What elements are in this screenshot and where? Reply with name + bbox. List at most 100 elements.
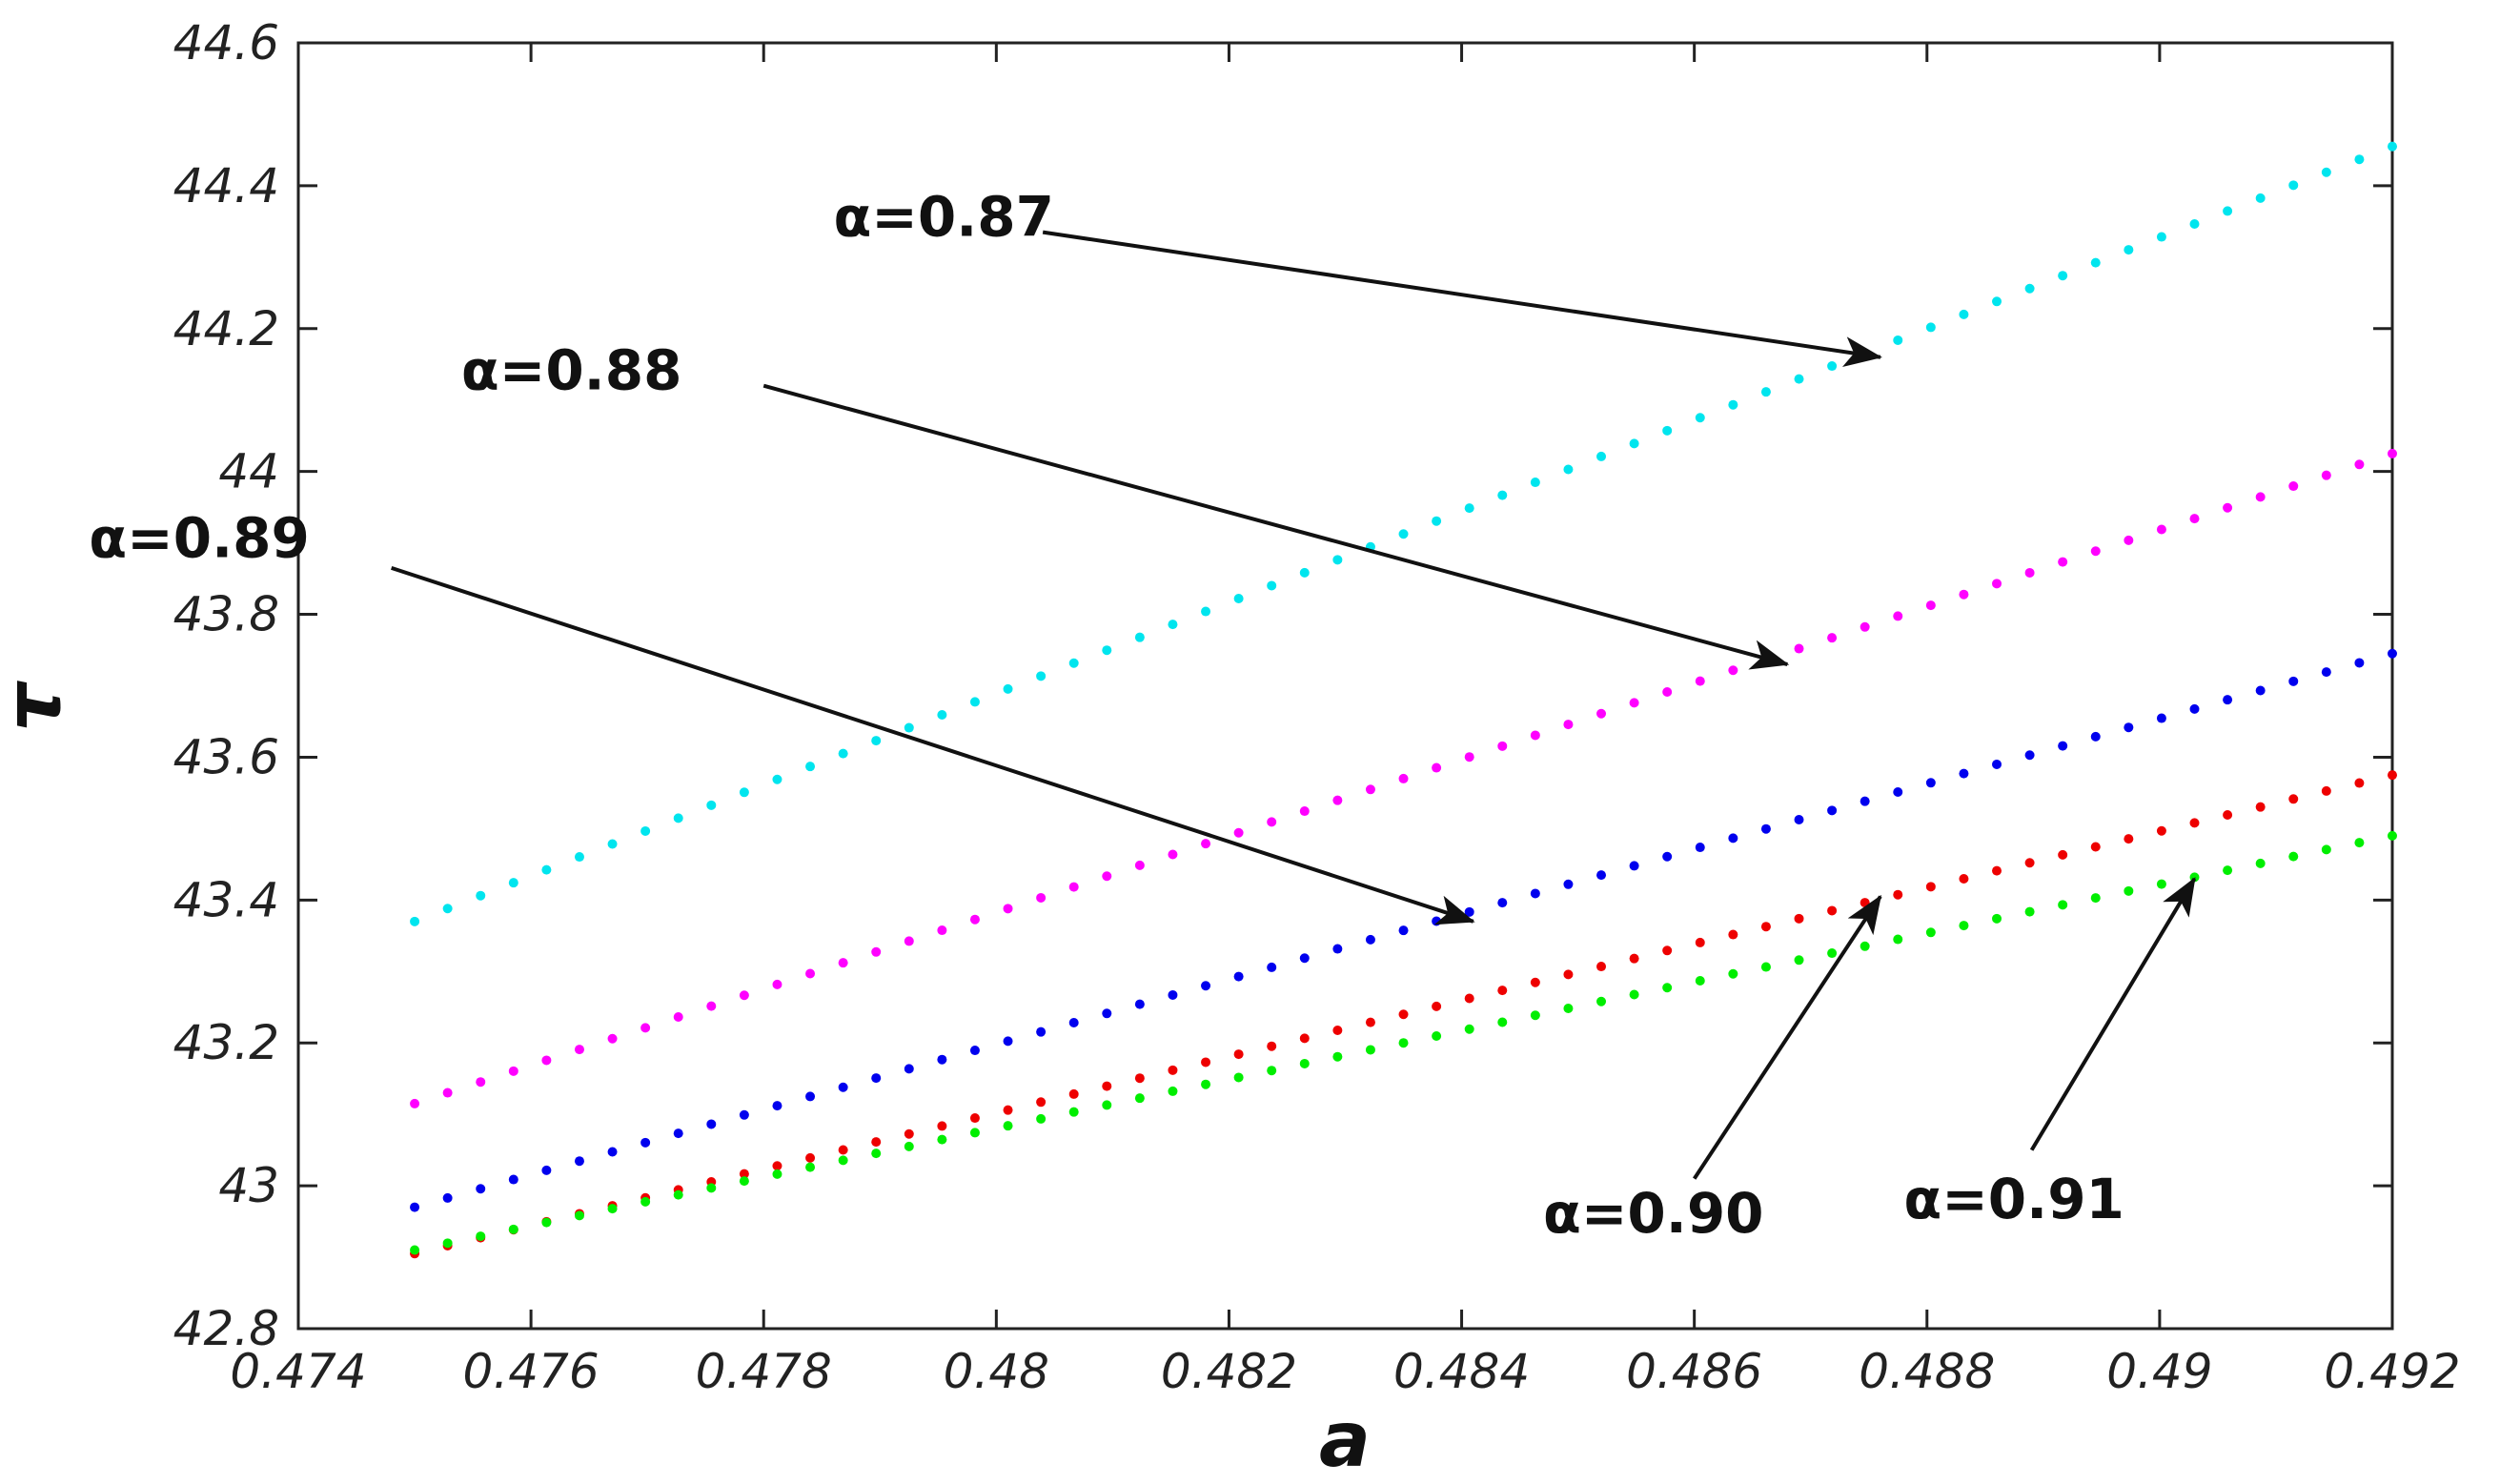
data-point xyxy=(1662,983,1673,993)
data-point xyxy=(1398,1009,1409,1020)
data-point xyxy=(1201,1057,1211,1067)
data-point xyxy=(1267,1041,1277,1051)
data-point xyxy=(574,1045,584,1055)
data-point xyxy=(1332,1025,1343,1035)
data-point xyxy=(541,1165,552,1175)
data-point xyxy=(772,1161,783,1171)
data-point xyxy=(2223,810,2233,821)
data-point xyxy=(2354,459,2365,470)
data-point xyxy=(1992,296,2002,307)
data-point xyxy=(1267,962,1277,972)
data-point xyxy=(1860,941,1870,951)
data-point xyxy=(2223,865,2233,876)
data-point xyxy=(871,1073,882,1084)
y-tick-label: 43.6 xyxy=(173,729,279,784)
data-point xyxy=(1398,925,1409,936)
data-point xyxy=(2321,667,2331,678)
data-point xyxy=(706,800,717,810)
data-point xyxy=(1695,976,1705,986)
series-4 xyxy=(410,830,2397,1255)
data-point xyxy=(904,936,914,946)
annotation-label: α=0.90 xyxy=(1543,1181,1764,1246)
data-point xyxy=(1629,861,1639,871)
y-tick-label: 44.2 xyxy=(173,301,279,356)
data-point xyxy=(1233,971,1244,982)
axis-tick-labels: 0.474 0.476 0.478 0.48 0.482 0.484 0.486 0.488 0… xyxy=(173,15,2461,1399)
data-point xyxy=(2255,193,2266,203)
data-point xyxy=(706,1183,717,1193)
data-point xyxy=(1959,873,1969,884)
data-point xyxy=(1134,860,1145,870)
data-point xyxy=(1102,1008,1112,1019)
data-point xyxy=(442,1192,453,1203)
data-point xyxy=(1003,904,1013,914)
x-tick-label: 0.492 xyxy=(2324,1344,2460,1399)
data-point xyxy=(2156,713,2166,723)
x-tick-label: 0.49 xyxy=(2106,1344,2212,1399)
data-point xyxy=(871,736,882,746)
data-point xyxy=(1233,827,1244,838)
data-point xyxy=(2124,885,2134,896)
data-point xyxy=(1760,387,1771,397)
data-point xyxy=(805,1152,816,1163)
series-2 xyxy=(410,648,2397,1212)
data-point xyxy=(1036,1027,1047,1037)
y-tick-label: 43.2 xyxy=(173,1015,279,1070)
data-point xyxy=(1629,953,1639,964)
data-point xyxy=(1102,871,1112,882)
data-point xyxy=(739,1176,749,1187)
data-point xyxy=(2090,546,2101,557)
data-point xyxy=(1432,916,1442,926)
annotation-arrow xyxy=(2029,877,2197,1151)
data-point xyxy=(2058,271,2068,281)
x-tick-label: 0.476 xyxy=(463,1344,600,1399)
data-point xyxy=(1299,806,1310,817)
data-point xyxy=(1168,1086,1178,1096)
data-point xyxy=(1794,815,1804,825)
data-point xyxy=(1036,1113,1047,1124)
data-point xyxy=(1992,865,2002,876)
data-point xyxy=(442,1238,453,1249)
data-point xyxy=(1332,795,1343,805)
data-point xyxy=(871,946,882,957)
data-point xyxy=(904,1064,914,1074)
data-point xyxy=(1629,989,1639,1000)
data-point xyxy=(937,1121,947,1131)
data-point xyxy=(904,1128,914,1139)
x-axis-label: a xyxy=(1319,1395,1371,1484)
data-point xyxy=(772,979,783,989)
data-point xyxy=(508,1066,518,1076)
data-point xyxy=(1530,977,1540,987)
data-point xyxy=(1596,708,1607,719)
data-point xyxy=(2223,206,2233,216)
data-point xyxy=(1794,955,1804,966)
data-point xyxy=(2189,218,2200,229)
data-point xyxy=(1992,579,2002,589)
y-tick-label: 44 xyxy=(218,444,279,499)
data-point xyxy=(640,1023,651,1033)
data-point xyxy=(1233,1049,1244,1060)
data-point xyxy=(1629,698,1639,708)
data-point xyxy=(739,787,749,798)
data-point xyxy=(1168,989,1178,1000)
data-point xyxy=(1332,1051,1343,1062)
data-point xyxy=(1036,1097,1047,1108)
data-point xyxy=(739,1169,749,1179)
data-point xyxy=(1365,784,1375,795)
data-point xyxy=(607,1147,618,1157)
data-point xyxy=(2189,818,2200,828)
data-point xyxy=(1134,632,1145,642)
data-point xyxy=(2090,842,2101,852)
data-point xyxy=(871,1149,882,1159)
y-tick-label: 43.4 xyxy=(173,872,279,927)
data-point xyxy=(1036,671,1047,681)
data-point xyxy=(1497,986,1508,996)
data-point xyxy=(904,722,914,733)
y-tick-label: 43 xyxy=(218,1158,279,1213)
data-point xyxy=(1497,1017,1508,1027)
data-point xyxy=(2288,481,2299,492)
data-point xyxy=(1530,730,1540,741)
data-point xyxy=(640,825,651,836)
data-point xyxy=(2288,794,2299,804)
y-axis-label: τ xyxy=(0,681,77,732)
